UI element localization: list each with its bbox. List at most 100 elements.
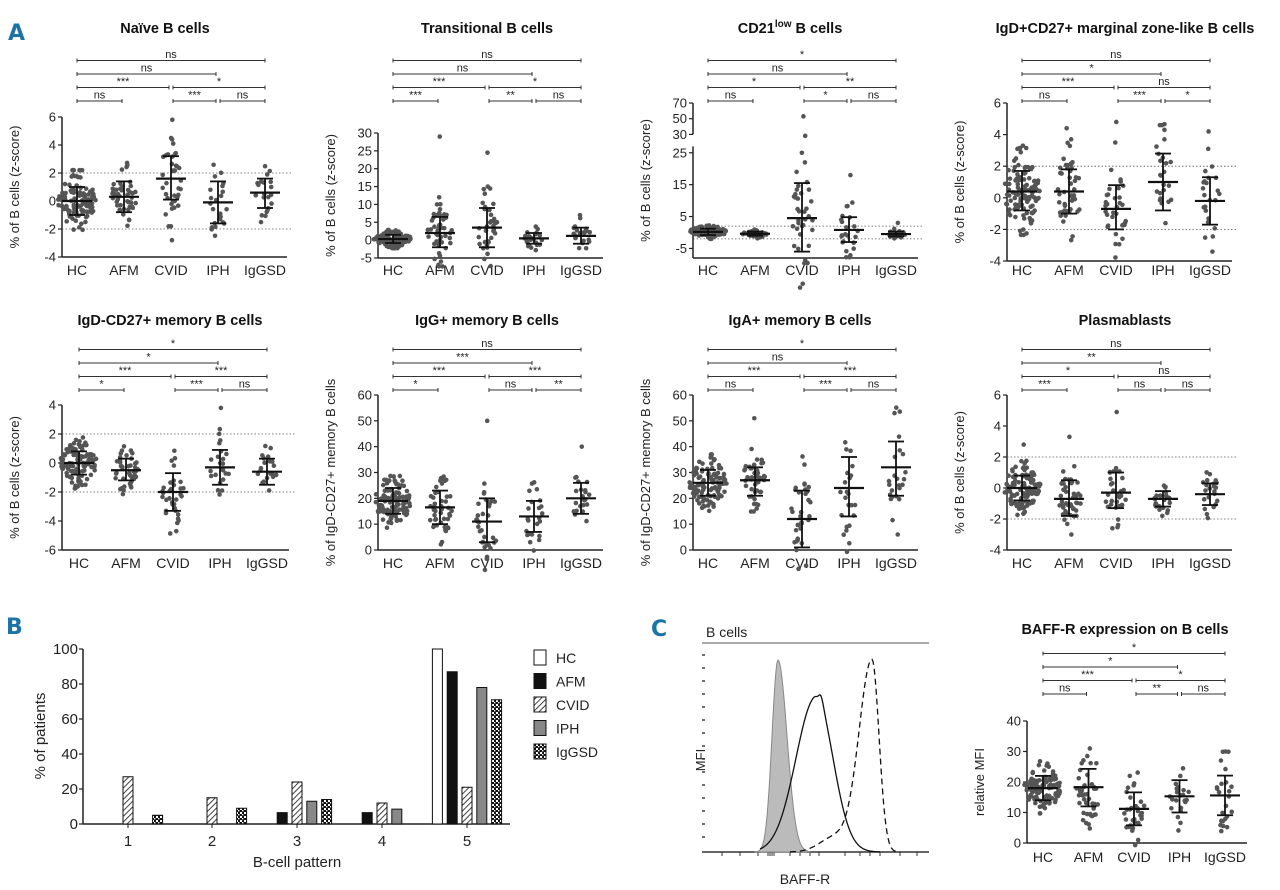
data-point <box>76 480 82 485</box>
data-point <box>68 468 74 474</box>
data-point <box>448 240 453 246</box>
data-point <box>217 216 223 222</box>
data-point <box>175 512 181 517</box>
data-point <box>806 497 811 503</box>
data-point <box>266 488 272 493</box>
dot-plot-naive: Naïve B cells % of B cells (z-score) -4 -2 0… <box>7 21 293 278</box>
data-point <box>125 162 130 168</box>
data-point <box>1160 513 1165 519</box>
data-point <box>67 444 73 450</box>
data-point <box>841 532 847 538</box>
data-point <box>128 183 134 189</box>
data-point <box>1203 208 1209 213</box>
data-point <box>1015 185 1021 190</box>
data-point <box>802 209 807 215</box>
data-point <box>169 201 174 207</box>
data-point <box>118 181 123 186</box>
data-point <box>1059 481 1065 486</box>
significance-label: *** <box>1133 90 1147 102</box>
x-tick-label: 1 <box>124 833 132 850</box>
data-point <box>721 474 726 480</box>
data-point <box>69 475 75 481</box>
data-point <box>83 219 88 225</box>
data-point <box>1078 501 1083 506</box>
data-point <box>482 191 488 197</box>
data-point <box>126 217 132 223</box>
group-HC <box>1002 143 1042 238</box>
data-point <box>790 223 796 229</box>
group-AFM <box>740 227 770 241</box>
data-point <box>126 207 131 212</box>
data-point <box>1120 475 1125 481</box>
data-point <box>1021 510 1027 516</box>
data-point <box>717 485 722 491</box>
y-tick-label: -5 <box>675 241 687 256</box>
x-tick-label: AFM <box>1054 262 1084 278</box>
data-point <box>59 464 64 469</box>
data-point <box>443 499 449 504</box>
isotype-histogram <box>754 659 811 853</box>
data-point <box>1049 795 1055 801</box>
gate-label: B cells <box>706 624 747 640</box>
data-point <box>482 567 488 573</box>
y-tick-label: 20 <box>358 491 372 506</box>
data-point <box>64 219 69 224</box>
data-point <box>1157 493 1163 498</box>
bar-AFM-3 <box>276 812 288 825</box>
data-point <box>1103 499 1109 505</box>
data-point <box>78 453 84 459</box>
data-point <box>1041 768 1047 773</box>
data-point <box>1109 498 1115 504</box>
data-point <box>170 141 176 146</box>
group-CVID <box>1101 409 1131 531</box>
data-point <box>722 489 727 495</box>
data-point <box>385 479 391 484</box>
data-point <box>1162 137 1167 142</box>
significance-label: ns <box>1039 90 1051 102</box>
data-point <box>267 168 273 174</box>
data-point <box>268 445 273 451</box>
data-point <box>1116 185 1121 191</box>
x-tick-label: AFM <box>1074 849 1104 865</box>
data-point <box>691 494 697 499</box>
data-point <box>491 201 496 207</box>
data-point <box>78 175 83 180</box>
y-tick-label: 6 <box>49 110 56 125</box>
data-point <box>810 227 815 233</box>
data-point <box>702 485 707 490</box>
data-point <box>178 186 183 192</box>
data-point <box>1131 783 1136 788</box>
group-IgGSD <box>881 405 911 537</box>
data-point <box>1042 805 1048 811</box>
data-point <box>163 191 169 197</box>
y-tick-label: 4 <box>994 127 1001 142</box>
data-point <box>441 516 447 522</box>
y-tick-label: 0 <box>994 190 1001 205</box>
data-point <box>209 227 215 232</box>
data-point <box>208 457 214 462</box>
y-tick-label: -2 <box>989 512 1001 527</box>
data-point <box>1018 149 1024 155</box>
data-point <box>887 482 892 487</box>
data-point <box>161 485 166 491</box>
data-point <box>794 226 800 232</box>
data-point <box>853 234 858 240</box>
data-point <box>1158 158 1163 164</box>
x-tick-label: IPH <box>1151 555 1174 571</box>
data-point <box>438 201 443 207</box>
data-point <box>89 189 95 195</box>
data-point <box>1121 222 1126 228</box>
x-tick-label: 5 <box>463 833 471 850</box>
data-point <box>1223 749 1228 754</box>
data-point <box>212 233 218 239</box>
data-point <box>525 532 530 538</box>
significance-label: *** <box>1062 76 1076 88</box>
x-tick-label: IgGSD <box>1189 555 1231 571</box>
x-tick-label: IgGSD <box>1189 262 1231 278</box>
significance-label: ns <box>481 338 493 350</box>
data-point <box>1023 145 1029 151</box>
data-point <box>1117 200 1123 206</box>
y-tick-label: 0 <box>49 194 56 209</box>
data-point <box>790 509 795 515</box>
data-point <box>711 457 717 463</box>
